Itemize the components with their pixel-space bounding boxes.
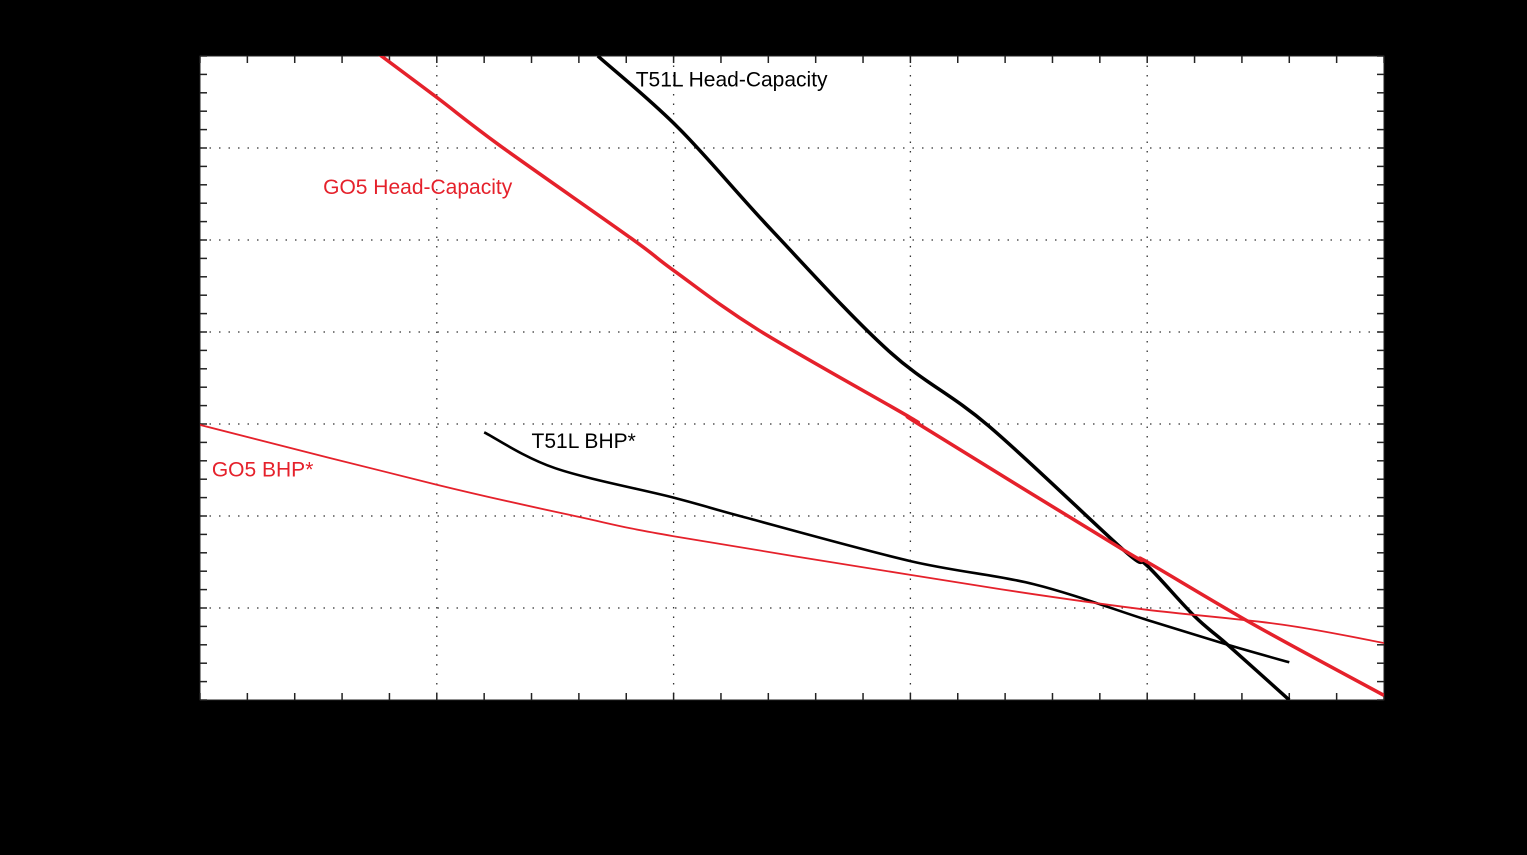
- series-go5-head-capacity: [378, 56, 1384, 697]
- curve-labels: T51L Head-Capacity GO5 Head-Capacity T51L …: [212, 68, 828, 481]
- series-go5-bhp: [200, 424, 1384, 644]
- data-series: [200, 56, 1384, 700]
- label-t51l-bhp: T51L BHP*: [532, 430, 636, 453]
- axis-ticks: [199, 55, 1385, 701]
- series-t51l-bhp: [483, 431, 1290, 664]
- label-go5-hc: GO5 Head-Capacity: [323, 176, 513, 199]
- plot-area: [199, 55, 1385, 701]
- series-t51l-head-capacity: [596, 56, 1291, 700]
- label-go5-bhp: GO5 BHP*: [212, 458, 314, 481]
- label-t51l-hc: T51L Head-Capacity: [636, 68, 828, 91]
